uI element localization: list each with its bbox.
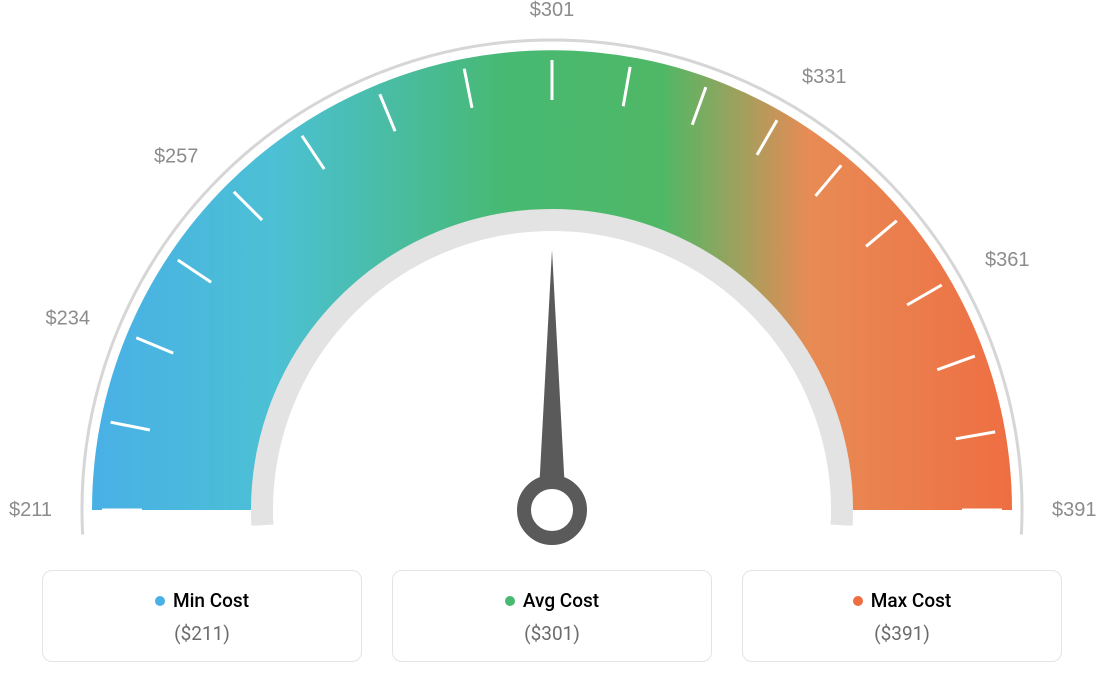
legend-label: Max Cost <box>871 589 951 612</box>
legend-title-min: Min Cost <box>155 589 249 612</box>
svg-text:$301: $301 <box>530 0 575 21</box>
legend-label: Min Cost <box>173 589 249 612</box>
dot-icon <box>853 596 863 606</box>
svg-text:$391: $391 <box>1052 499 1097 521</box>
svg-text:$234: $234 <box>46 308 91 330</box>
svg-text:$257: $257 <box>154 145 199 167</box>
legend-title-avg: Avg Cost <box>505 589 599 612</box>
dot-icon <box>505 596 515 606</box>
dot-icon <box>155 596 165 606</box>
svg-text:$211: $211 <box>9 499 52 521</box>
legend-label: Avg Cost <box>523 589 599 612</box>
svg-text:$361: $361 <box>985 249 1030 271</box>
legend-value-avg: ($301) <box>403 622 701 645</box>
svg-text:$331: $331 <box>802 66 847 88</box>
legend-card-avg: Avg Cost ($301) <box>392 570 712 662</box>
gauge-svg: $211 $234 $257 $301 $331 $361 $391 <box>0 0 1104 560</box>
legend-value-min: ($211) <box>53 622 351 645</box>
legend-card-min: Min Cost ($211) <box>42 570 362 662</box>
legend-row: Min Cost ($211) Avg Cost ($301) Max Cost… <box>0 570 1104 662</box>
cost-gauge: $211 $234 $257 $301 $331 $361 $391 <box>0 0 1104 560</box>
legend-value-max: ($391) <box>753 622 1051 645</box>
legend-title-max: Max Cost <box>853 589 951 612</box>
legend-card-max: Max Cost ($391) <box>742 570 1062 662</box>
